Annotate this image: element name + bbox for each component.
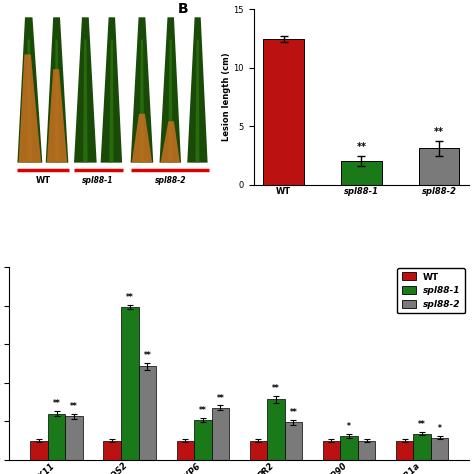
Bar bbox=[30, 440, 48, 460]
Bar bbox=[431, 438, 448, 460]
Text: *: * bbox=[438, 424, 441, 433]
Bar bbox=[194, 420, 211, 460]
Polygon shape bbox=[18, 17, 42, 163]
Polygon shape bbox=[168, 39, 173, 163]
Text: **: ** bbox=[290, 408, 297, 417]
Bar bbox=[340, 436, 358, 460]
Text: **: ** bbox=[53, 400, 61, 409]
Bar bbox=[396, 440, 413, 460]
Text: B: B bbox=[178, 2, 189, 17]
Text: **: ** bbox=[356, 142, 366, 152]
Polygon shape bbox=[18, 55, 41, 163]
Polygon shape bbox=[140, 39, 144, 163]
Polygon shape bbox=[132, 114, 152, 163]
Bar bbox=[103, 440, 121, 460]
Bar bbox=[323, 440, 340, 460]
Text: spl88-1: spl88-1 bbox=[82, 176, 114, 185]
Text: **: ** bbox=[272, 384, 280, 393]
Bar bbox=[419, 148, 459, 184]
Polygon shape bbox=[47, 69, 67, 163]
Polygon shape bbox=[74, 17, 97, 163]
Bar bbox=[176, 440, 194, 460]
Text: **: ** bbox=[144, 351, 151, 360]
Text: **: ** bbox=[434, 127, 444, 137]
Polygon shape bbox=[27, 39, 32, 163]
Text: **: ** bbox=[217, 393, 224, 402]
Bar bbox=[267, 399, 285, 460]
Bar bbox=[358, 440, 375, 460]
Bar bbox=[121, 307, 138, 460]
Text: **: ** bbox=[126, 293, 134, 302]
Text: **: ** bbox=[70, 402, 78, 411]
Text: **: ** bbox=[199, 407, 207, 416]
Polygon shape bbox=[83, 39, 88, 163]
Bar bbox=[264, 39, 304, 184]
Bar bbox=[211, 408, 229, 460]
Bar bbox=[48, 414, 65, 460]
Text: spl88-2: spl88-2 bbox=[155, 176, 186, 185]
Polygon shape bbox=[100, 17, 122, 163]
Bar bbox=[65, 417, 83, 460]
Bar bbox=[341, 161, 382, 184]
Polygon shape bbox=[109, 39, 114, 163]
Polygon shape bbox=[161, 121, 180, 163]
Bar bbox=[413, 434, 431, 460]
Polygon shape bbox=[46, 17, 68, 163]
Y-axis label: Lesion length (cm): Lesion length (cm) bbox=[222, 53, 231, 141]
Bar bbox=[285, 422, 302, 460]
Text: *: * bbox=[347, 422, 351, 431]
Polygon shape bbox=[187, 17, 208, 163]
Text: WT: WT bbox=[36, 176, 51, 185]
Bar bbox=[138, 366, 156, 460]
Polygon shape bbox=[131, 17, 153, 163]
Text: **: ** bbox=[418, 420, 426, 429]
Polygon shape bbox=[159, 17, 181, 163]
Polygon shape bbox=[55, 39, 59, 163]
Bar bbox=[250, 440, 267, 460]
Legend: WT, spl88-1, spl88-2: WT, spl88-1, spl88-2 bbox=[398, 268, 465, 313]
Polygon shape bbox=[195, 39, 200, 163]
